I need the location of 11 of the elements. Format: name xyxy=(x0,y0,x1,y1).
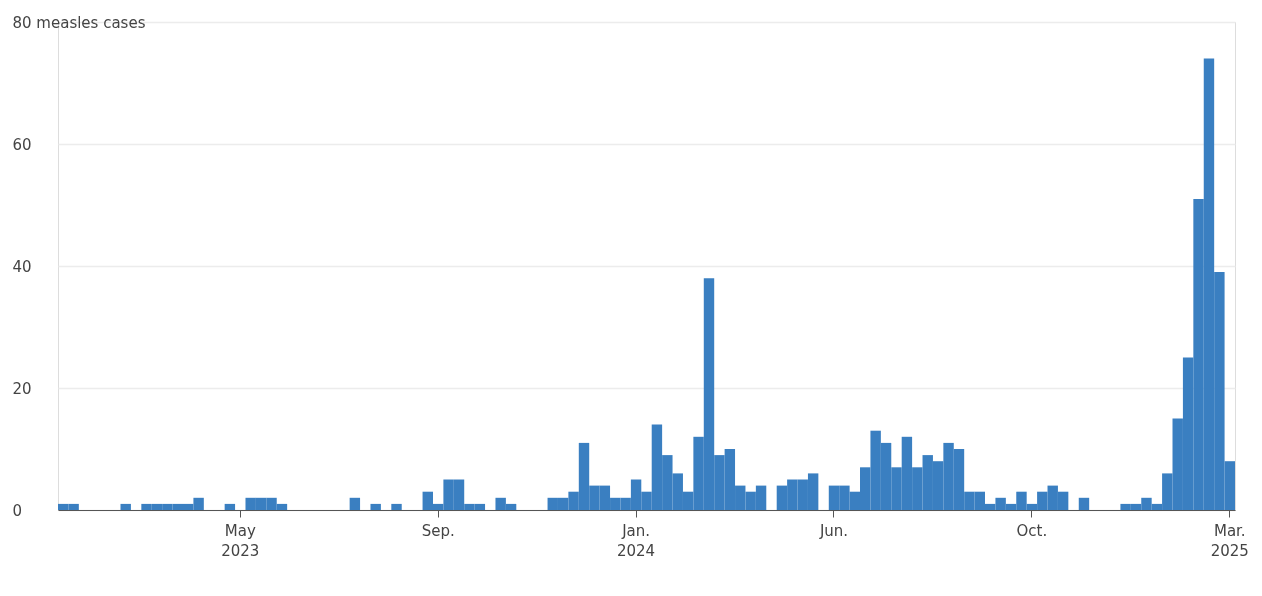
x-tick-label: Mar. 2025 xyxy=(1210,521,1249,560)
x-tick-label: May 2023 xyxy=(221,521,260,560)
x-tick-label: Oct. xyxy=(1016,521,1048,540)
y-tick-label: 80 measles cases xyxy=(12,13,146,32)
y-tick-label: 0 xyxy=(12,501,23,520)
y-tick-label: 40 xyxy=(12,257,32,276)
y-tick-label: 20 xyxy=(12,379,32,398)
x-tick-label: Jan. 2024 xyxy=(616,521,656,560)
y-tick-label: 60 xyxy=(12,135,32,154)
x-tick-label: Jun. xyxy=(818,521,849,540)
x-tick-label: Sep. xyxy=(421,521,455,540)
